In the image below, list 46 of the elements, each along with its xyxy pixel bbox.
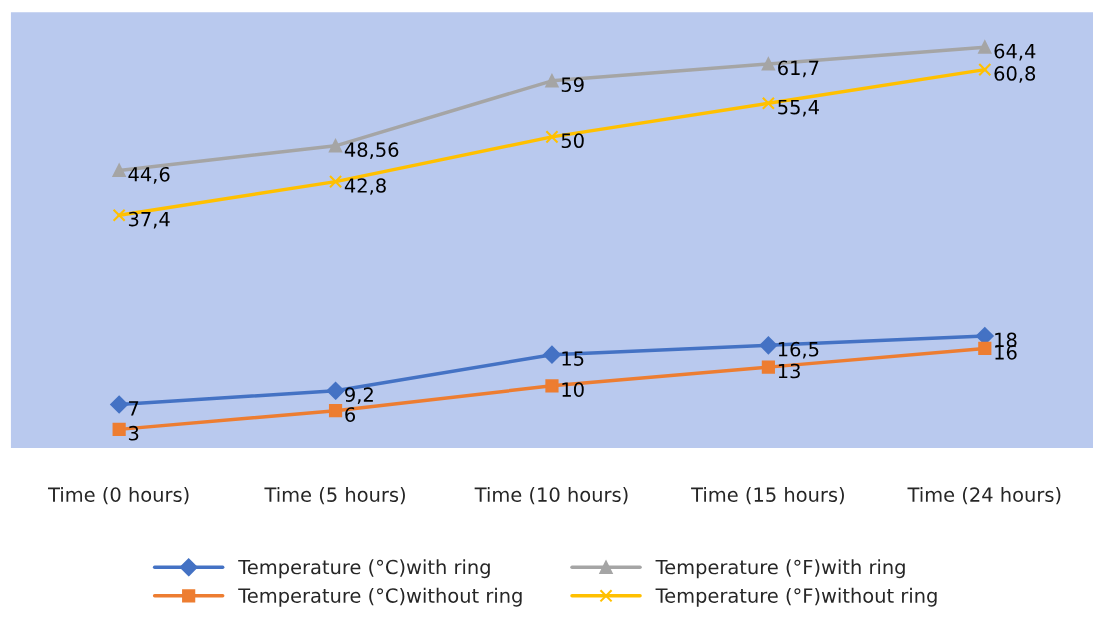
x-tick-label: Time (10 hours) (474, 486, 628, 505)
data-label: 13 (778, 363, 800, 379)
point (978, 63, 992, 77)
point (328, 139, 343, 153)
x-tick-label: Time (24 hours) (907, 486, 1061, 505)
point (543, 345, 561, 364)
point (761, 360, 775, 374)
legend-label: Temperature (°F)with ring (655, 559, 905, 579)
point (112, 163, 126, 178)
data-label: 10 (562, 382, 584, 398)
data-label: 64,4 (994, 43, 1036, 61)
data-label: 60,8 (994, 66, 1036, 83)
data-label: 61,7 (778, 60, 819, 78)
data-label: 59 (561, 77, 584, 93)
x-tick-label: Time (5 hours) (264, 486, 405, 505)
point (978, 341, 992, 356)
x-tick-label: Time (0 hours) (48, 486, 189, 505)
legend-label: Temperature (°C)without ring (238, 587, 522, 607)
data-label: 9,2 (345, 387, 373, 404)
data-label: 37,4 (128, 211, 170, 229)
point (328, 404, 343, 418)
data-label: 55,4 (778, 99, 819, 117)
data-label: 44,6 (128, 166, 170, 184)
point (112, 422, 126, 436)
point (761, 57, 775, 71)
point (978, 40, 992, 54)
data-label: 3 (128, 425, 139, 441)
data-label: 48,56 (344, 142, 399, 159)
point (545, 74, 559, 88)
data-label: 16,5 (778, 341, 819, 359)
point (545, 379, 559, 393)
point (761, 96, 775, 110)
point (110, 395, 129, 414)
x-tick-label: Time (15 hours) (691, 486, 844, 505)
data-label: 15 (562, 351, 584, 366)
data-label: 7 (129, 401, 139, 416)
data-label: 42,8 (344, 178, 386, 195)
point (112, 208, 126, 222)
legend-label: Temperature (°C)with ring (238, 559, 490, 579)
point (545, 130, 559, 144)
point (759, 336, 778, 355)
legend-label: Temperature (°F)without ring (655, 587, 937, 607)
point (326, 381, 345, 400)
data-label: 50 (561, 133, 584, 149)
data-label: 6 (345, 407, 356, 422)
point (328, 175, 343, 189)
